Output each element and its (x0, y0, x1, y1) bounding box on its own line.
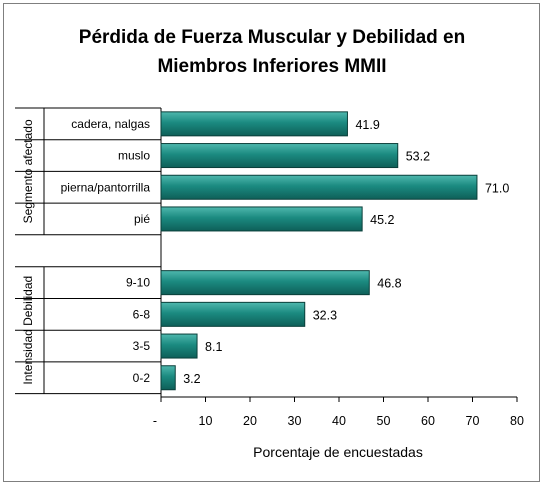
data-label: 53.2 (406, 150, 430, 164)
group-label: Segmento afectado (21, 119, 35, 223)
x-tick-label: 50 (377, 414, 391, 428)
chart-frame (3, 3, 540, 482)
x-tick-label: 30 (288, 414, 302, 428)
category-label: muslo (118, 149, 150, 163)
category-label: 9-10 (126, 276, 150, 290)
bar (160, 270, 370, 296)
x-tick-label: 20 (243, 414, 257, 428)
bar (160, 111, 348, 137)
x-axis-label: Porcentaje de encuestadas (253, 444, 423, 460)
bar (160, 206, 363, 232)
data-label: 46.8 (377, 277, 401, 291)
data-label: 8.1 (205, 340, 222, 354)
category-label: pierna/pantorrilla (61, 180, 151, 194)
category-label: 6-8 (133, 307, 151, 321)
data-label: 71.0 (485, 181, 509, 195)
x-tick-label: - (153, 414, 157, 428)
category-label: pié (134, 212, 150, 226)
x-tick-label: 40 (332, 414, 346, 428)
chart-title-line-1: Pérdida de Fuerza Muscular y Debilidad e… (79, 27, 465, 48)
chart-title-line-2: Miembros Inferiores MMII (157, 56, 386, 77)
x-tick-label: 80 (510, 414, 524, 428)
bar (160, 301, 306, 327)
data-label: 3.2 (183, 372, 200, 386)
bar (160, 333, 198, 359)
x-tick-label: 60 (421, 414, 435, 428)
x-tick-label: 70 (466, 414, 480, 428)
category-label: 3-5 (133, 339, 151, 353)
category-label: cadera, nalgas (71, 117, 150, 131)
bar (160, 143, 399, 169)
data-label: 32.3 (313, 308, 337, 322)
category-label: 0-2 (133, 371, 151, 385)
bar (160, 365, 176, 391)
group-label: Intensidad Debilidad (21, 276, 35, 385)
data-label: 41.9 (355, 118, 379, 132)
x-tick-label: 10 (199, 414, 213, 428)
bar (160, 174, 478, 200)
data-label: 45.2 (370, 213, 394, 227)
